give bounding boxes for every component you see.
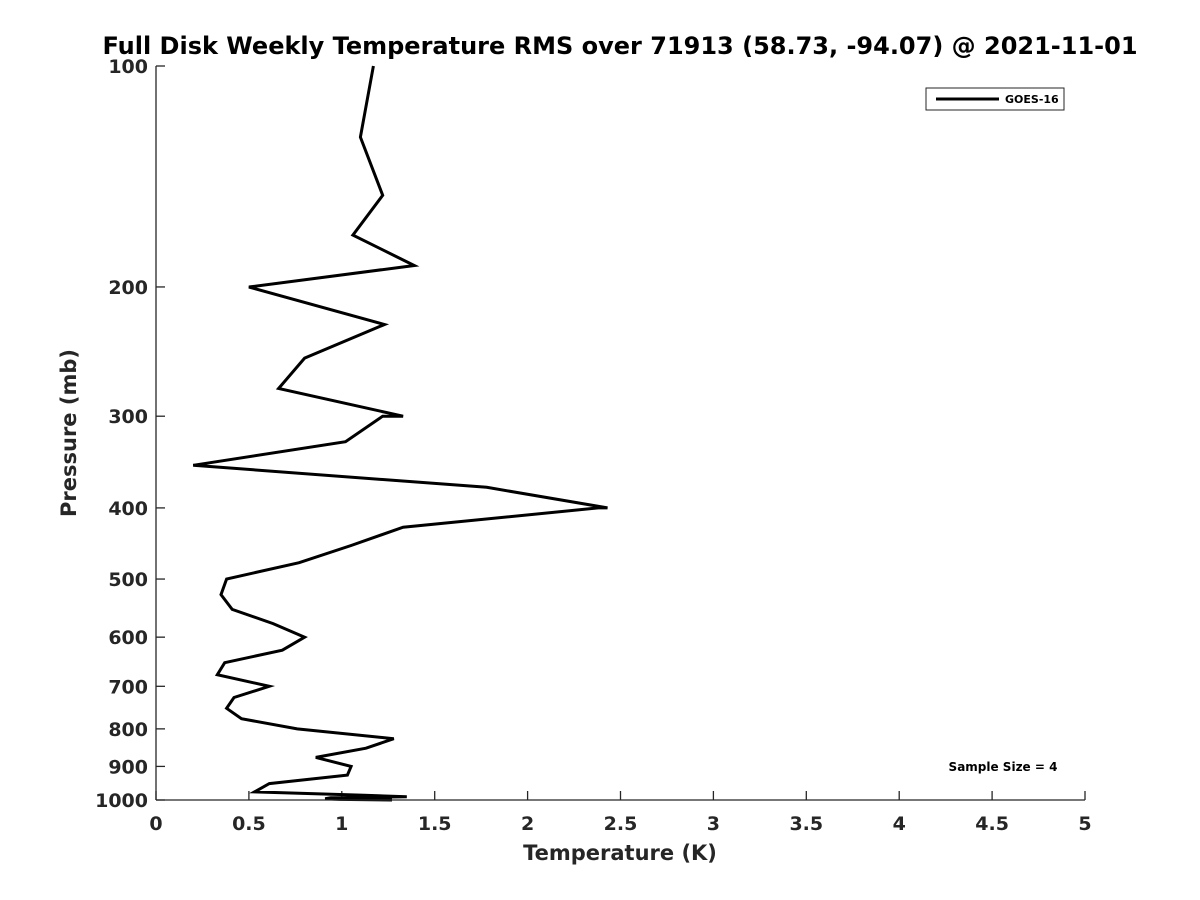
y-tick-label: 300 bbox=[108, 406, 148, 428]
sample-size-annotation: Sample Size = 4 bbox=[949, 760, 1058, 774]
y-tick-label: 800 bbox=[108, 719, 148, 741]
x-tick-label: 0 bbox=[149, 813, 162, 835]
x-tick-label: 4.5 bbox=[975, 813, 1009, 835]
plot-area bbox=[156, 66, 1085, 800]
y-tick-label: 100 bbox=[108, 56, 148, 78]
x-tick-label: 3 bbox=[707, 813, 720, 835]
legend-label-goes16: GOES-16 bbox=[1005, 93, 1059, 106]
series-layer bbox=[192, 65, 608, 802]
axis-ticks: 0 0.5 1 1.5 2 2.5 3 3.5 4 4.5 5 100 200 300 400 500 600 7… bbox=[95, 56, 1092, 835]
y-tick-label: 400 bbox=[108, 498, 148, 520]
x-tick-label: 5 bbox=[1078, 813, 1091, 835]
y-tick-label: 900 bbox=[108, 756, 148, 778]
x-axis-label: Temperature (K) bbox=[523, 841, 717, 865]
y-tick-label: 200 bbox=[108, 277, 148, 299]
x-tick-label: 0.5 bbox=[232, 813, 266, 835]
legend: GOES-16 bbox=[925, 87, 1065, 111]
x-tick-label: 1.5 bbox=[418, 813, 452, 835]
y-tick-label: 1000 bbox=[95, 790, 148, 812]
x-tick-label: 2.5 bbox=[604, 813, 638, 835]
y-axis-label: Pressure (mb) bbox=[57, 349, 81, 517]
chart-title: Full Disk Weekly Temperature RMS over 71… bbox=[102, 32, 1137, 60]
y-tick-label: 600 bbox=[108, 627, 148, 649]
y-tick-label: 700 bbox=[108, 676, 148, 698]
y-tick-label: 500 bbox=[108, 569, 148, 591]
x-tick-label: 3.5 bbox=[789, 813, 823, 835]
series-line-goes-16 bbox=[192, 65, 608, 802]
x-tick-label: 1 bbox=[335, 813, 348, 835]
x-tick-label: 2 bbox=[521, 813, 534, 835]
x-tick-label: 4 bbox=[893, 813, 906, 835]
